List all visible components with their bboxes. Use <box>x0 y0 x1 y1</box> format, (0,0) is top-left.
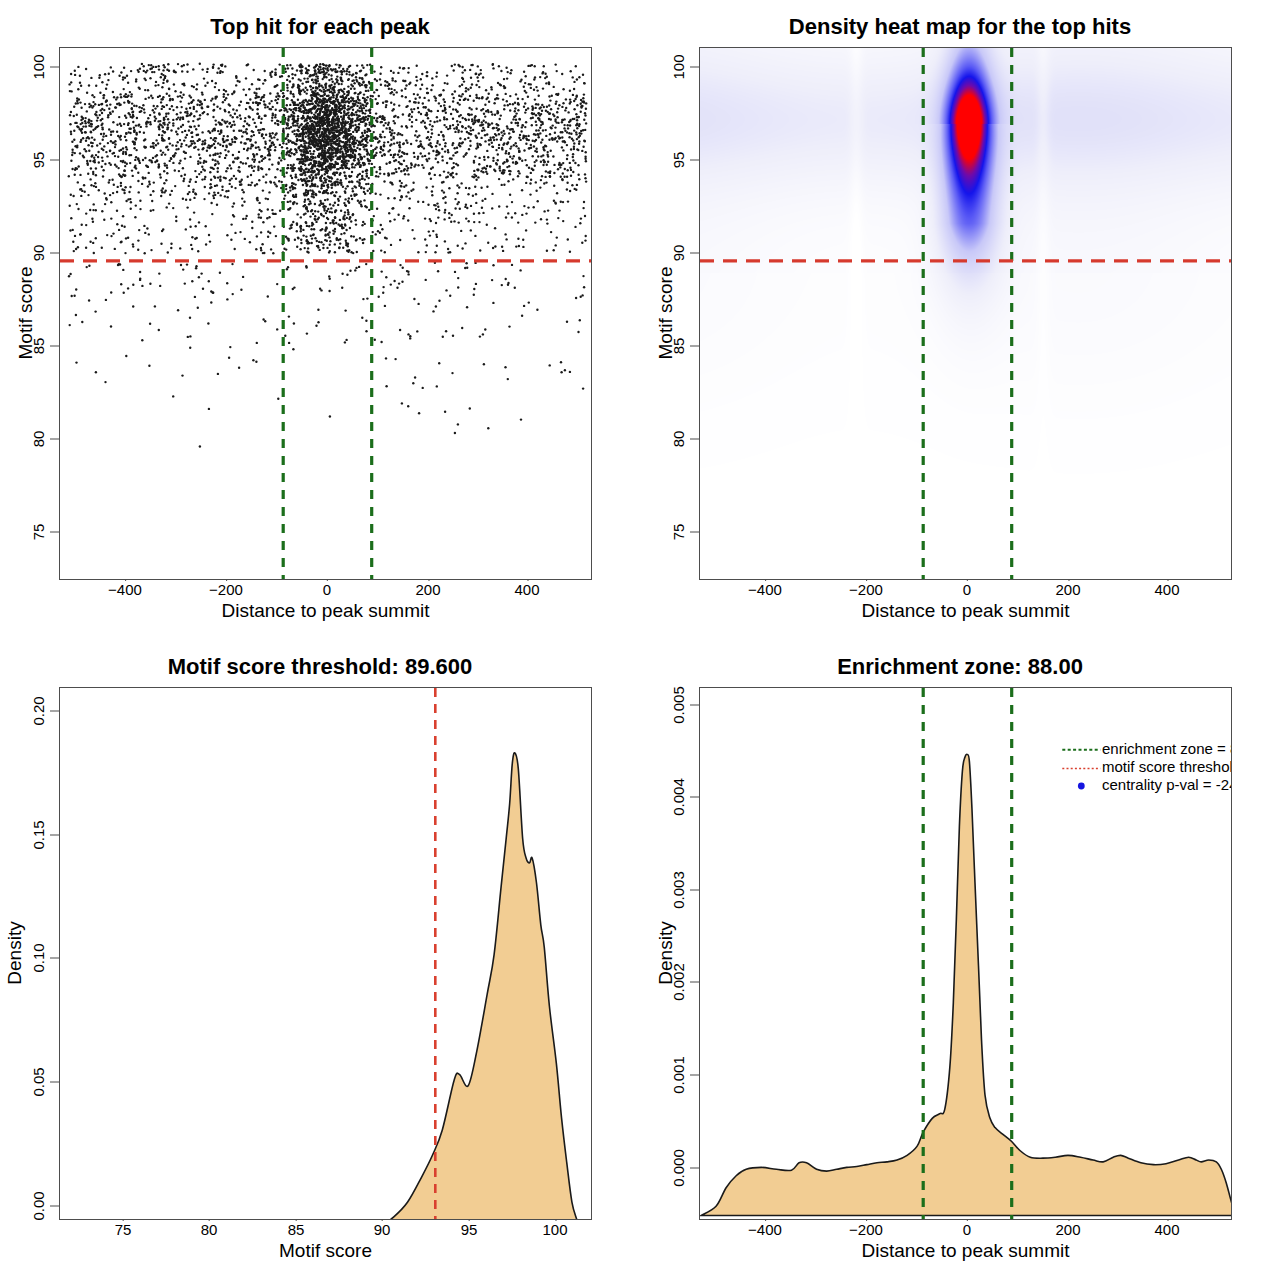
svg-text:enrichment zone = 88: enrichment zone = 88 <box>1102 740 1232 757</box>
svg-text:centrality p-val = -24.4337: centrality p-val = -24.4337 <box>1102 776 1232 793</box>
svg-text:motif score threshold = 89.600: motif score threshold = 89.600 <box>1102 758 1232 775</box>
